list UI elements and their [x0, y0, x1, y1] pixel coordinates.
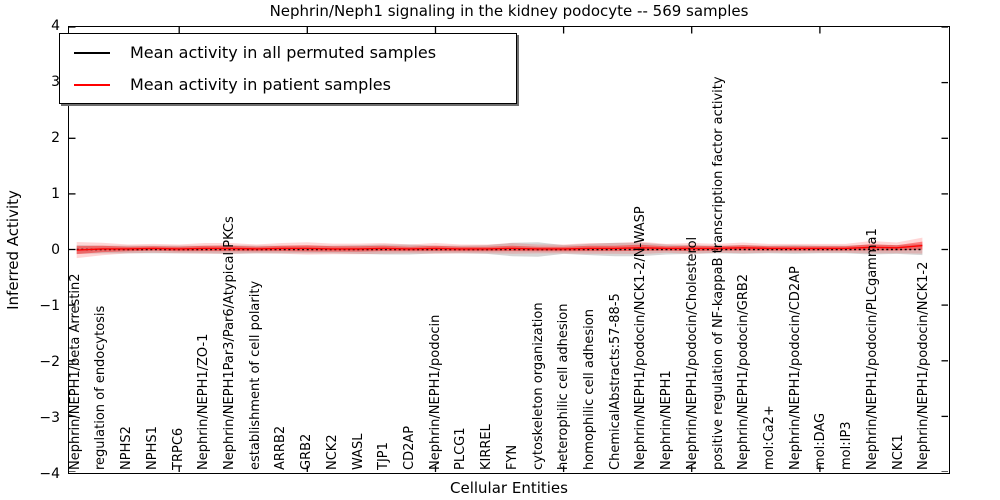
- x-category-label: Nephrin/NEPH1/podocin/GRB2: [736, 273, 752, 470]
- legend-label-patient: Mean activity in patient samples: [130, 75, 391, 94]
- x-category-label: NPHS1: [144, 426, 160, 470]
- y-tick-label: 0: [51, 242, 60, 258]
- x-category-label: positive regulation of NF-kappaB transcr…: [710, 76, 726, 470]
- x-category-label: Nephrin/NEPH1/podocin/NCK1-2/N-WASP: [633, 206, 649, 470]
- y-tick-label: 4: [51, 18, 60, 34]
- x-category-label: Nephrin/NEPH1/beta Arrestin2: [67, 273, 83, 471]
- chart-svg: [69, 27, 948, 472]
- legend: Mean activity in all permuted samples Me…: [59, 33, 517, 104]
- legend-item-patient: Mean activity in patient samples: [74, 74, 502, 95]
- x-category-label: NCK1: [890, 434, 906, 470]
- x-category-label: Nephrin/NEPH1/podocin/PLCgamma1: [864, 228, 880, 470]
- x-category-label: Nephrin/NEPH1/podocin/Cholesterol: [684, 236, 700, 470]
- x-category-label: Nephrin/NEPH1: [659, 370, 675, 470]
- x-category-label: TRPC6: [170, 427, 186, 470]
- patient-mean-line: [76, 244, 923, 251]
- y-tick-label: 2: [51, 130, 60, 146]
- x-category-label: mol:Ca2+: [762, 405, 777, 470]
- red-line-sample-icon: [74, 83, 110, 86]
- x-category-label: homophilic cell adhesion: [582, 309, 597, 470]
- y-tick-label: −2: [39, 354, 60, 370]
- x-category-label: Nephrin/NEPH1/podocin/CD2AP: [787, 266, 803, 470]
- x-axis-label: Cellular Entities: [450, 479, 568, 497]
- x-category-label: Nephrin/NEPH1/podocin/NCK1-2: [916, 261, 932, 470]
- legend-label-permuted: Mean activity in all permuted samples: [130, 43, 437, 62]
- x-category-label: regulation of endocytosis: [93, 305, 109, 470]
- black-line-sample-icon: [74, 51, 110, 54]
- x-category-label: NCK2: [324, 434, 340, 470]
- x-category-label: mol:DAG: [813, 412, 829, 470]
- x-category-label: Nephrin/NEPH1/podocin: [427, 314, 443, 470]
- x-category-label: NPHS2: [119, 426, 135, 470]
- y-tick-label: 1: [51, 186, 60, 202]
- x-category-label: CD2AP: [402, 425, 417, 470]
- x-category-label: establishment of cell polarity: [247, 280, 263, 470]
- y-tick-label: 3: [51, 74, 60, 90]
- patient-std-band: [76, 241, 923, 255]
- x-category-label: ARRB2: [273, 425, 289, 470]
- x-category-label: heterophilic cell adhesion: [556, 303, 572, 471]
- permuted-std-band: [76, 242, 923, 257]
- chart-title: Nephrin/Neph1 signaling in the kidney po…: [269, 2, 749, 20]
- x-category-label: Nephrin/NEPH1/ZO-1: [196, 333, 212, 470]
- x-category-label: PLCG1: [453, 427, 469, 470]
- legend-item-permuted: Mean activity in all permuted samples: [74, 42, 502, 63]
- y-tick-label: −3: [39, 410, 60, 426]
- x-category-label: GRB2: [299, 433, 315, 470]
- x-category-label: FYN: [504, 444, 520, 470]
- x-category-label: cytoskeleton organization: [530, 302, 546, 470]
- x-category-label: mol:IP3: [839, 421, 855, 470]
- x-category-label: KIRREL: [479, 424, 495, 470]
- patient-std-band-outer: [76, 237, 923, 259]
- y-tick-label: −4: [39, 466, 60, 482]
- y-tick-label: −1: [39, 298, 60, 314]
- x-category-label: ChemicalAbstracts:57-88-5: [607, 293, 623, 470]
- x-category-label: WASL: [350, 433, 366, 470]
- x-category-label: TJP1: [376, 442, 392, 470]
- x-category-label: Nephrin/NEPH1Par3/Par6/Atypical PKCs: [222, 216, 237, 470]
